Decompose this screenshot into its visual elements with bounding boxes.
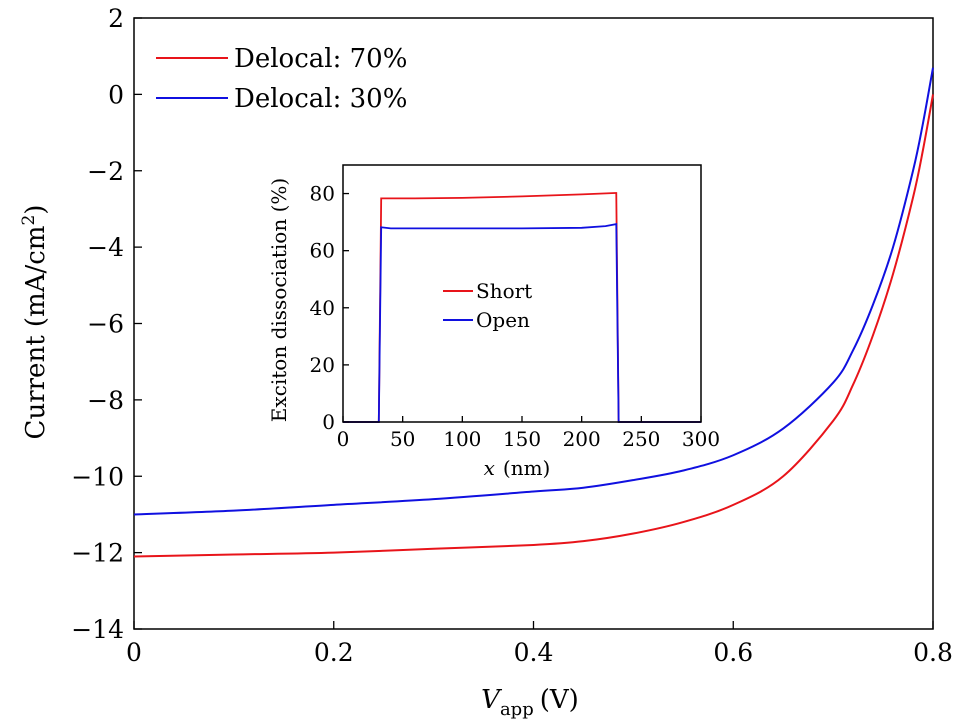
inset-y-tick-label: 40 (310, 296, 335, 320)
main-x-axis-label: Vapp (V) (481, 685, 579, 720)
main-y-axis-label: Current (mA/cm2) (19, 205, 51, 440)
inset-y-tick-label: 20 (310, 353, 335, 377)
main-plot: 0 0.2 0.4 0.6 0.820−2−4−6−8−10−12−14 Vapp (V)… (19, 4, 953, 720)
inset-legend-label-open: Open (476, 308, 530, 332)
main-y-tick-label: 2 (108, 4, 124, 33)
main-x-tick-label: 0.2 (314, 638, 354, 667)
main-x-tick-label: 0.4 (514, 638, 554, 667)
inset-x-tick-label: 0 (337, 427, 350, 451)
inset-x-tick-label: 300 (682, 427, 720, 451)
main-ticks: 0 0.2 0.4 0.6 0.820−2−4−6−8−10−12−14 (71, 4, 953, 667)
main-series-1-line (133, 67, 934, 516)
main-series (133, 67, 934, 558)
main-x-tick-label: 0.6 (713, 638, 753, 667)
main-y-tick-label: −6 (87, 310, 124, 339)
inset-y-tick-label: 0 (322, 410, 335, 434)
main-y-tick-label: −10 (71, 462, 124, 491)
inset-x-tick-label: 100 (443, 427, 481, 451)
inset-x-axis-label: x (nm) (484, 456, 551, 480)
inset-x-tick-label: 250 (622, 427, 660, 451)
inset-legend-label-short: Short (476, 279, 532, 303)
main-series-0-line (133, 94, 934, 558)
legend-label-delocal-70: Delocal: 70% (234, 44, 407, 74)
inset-series (343, 192, 701, 423)
inset-x-tick-label: 150 (503, 427, 541, 451)
legend-label-delocal-30: Delocal: 30% (234, 84, 407, 114)
inset-x-tick-label: 50 (390, 427, 415, 451)
main-y-tick-label: −12 (71, 539, 124, 568)
main-x-tick-label: 0.8 (913, 638, 953, 667)
main-y-tick-label: −4 (87, 233, 124, 262)
inset-x-tick-label: 200 (563, 427, 601, 451)
main-y-tick-label: −2 (87, 157, 124, 186)
main-y-tick-label: −14 (71, 615, 124, 644)
inset-background (343, 165, 701, 422)
inset-series-1-line (343, 223, 701, 423)
inset-legend: Short Open (443, 279, 532, 332)
inset-y-axis-label: Exciton dissociation (%) (267, 178, 291, 422)
inset-plot: 0 50 100 150 200 250 300 0 20 40 60 80 x (nm) Excito… (267, 164, 721, 480)
main-legend: Delocal: 70% Delocal: 30% (156, 44, 407, 114)
main-x-tick-label: 0 (126, 638, 142, 667)
main-y-tick-label: −8 (87, 386, 124, 415)
inset-y-tick-label: 80 (310, 182, 335, 206)
inset-y-tick-label: 60 (310, 239, 335, 263)
main-y-tick-label: 0 (108, 80, 124, 109)
inset-ticks: 0 50 100 150 200 250 300 0 20 40 60 80 (310, 182, 721, 451)
